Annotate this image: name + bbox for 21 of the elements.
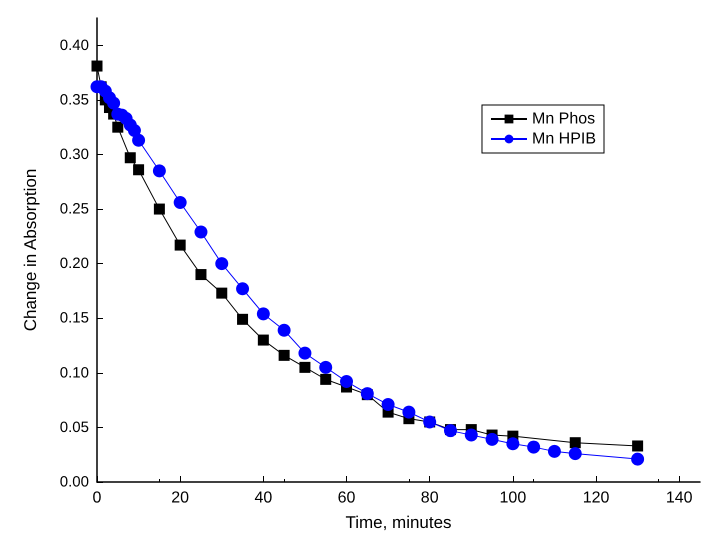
x-tick-label: 120: [582, 490, 610, 506]
y-tick-label: 0.05: [60, 418, 89, 436]
x-tick-label: 40: [254, 490, 272, 506]
legend-label: Mn Phos: [532, 110, 596, 128]
y-tick-label: 0.30: [60, 146, 89, 163]
x-tick-label: 60: [338, 490, 356, 506]
x-axis-title: Time, minutes: [345, 513, 452, 532]
y-tick-label: 0.35: [60, 91, 89, 108]
x-tick-label: 140: [666, 490, 693, 506]
y-tick-label: 0.20: [60, 255, 89, 272]
y-axis-title: Change in Absorption: [21, 168, 40, 332]
y-tick-label: 0.25: [60, 200, 89, 218]
y-tick-label: 0.10: [60, 364, 89, 382]
legend-label: Mn HPIB: [532, 130, 596, 148]
x-tick-label: 100: [500, 490, 526, 506]
x-tick-label: 20: [171, 490, 190, 506]
x-tick-label: 0: [92, 490, 102, 506]
y-tick-label: 0.40: [60, 36, 89, 54]
y-tick-label: 0.00: [60, 474, 89, 490]
y-tick-label: 0.15: [60, 310, 89, 327]
x-tick-label: 80: [420, 490, 439, 506]
